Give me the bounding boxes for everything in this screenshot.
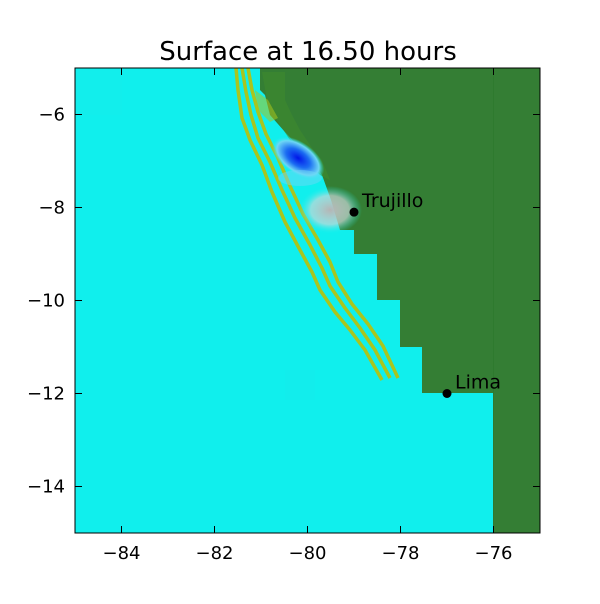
city-marker — [349, 207, 359, 217]
y-axis: −6 −8 −10 −12 −14 — [27, 105, 540, 498]
y-tick-label: −8 — [38, 198, 65, 219]
ocean-cell — [285, 370, 315, 400]
city-label: Lima — [455, 372, 501, 394]
y-tick-label: −14 — [27, 477, 65, 498]
wave-front-grey — [298, 186, 362, 234]
x-tick-label: −80 — [289, 543, 327, 564]
map-area — [75, 68, 540, 533]
contour-line — [234, 68, 384, 381]
city-markers: Trujillo Lima — [349, 190, 501, 398]
x-tick-label: −78 — [382, 543, 420, 564]
y-tick-label: −6 — [38, 105, 65, 126]
contour-line — [240, 68, 392, 379]
x-tick-label: −76 — [475, 543, 513, 564]
map-title: Surface at 16.50 hours — [159, 37, 457, 67]
wave-peak — [271, 136, 325, 180]
city-marker — [442, 389, 452, 398]
y-tick-label: −10 — [27, 291, 65, 312]
y-tick-label: −12 — [27, 384, 65, 405]
shelf-wash — [255, 90, 278, 122]
land-edge — [493, 68, 494, 533]
x-tick-label: −82 — [196, 543, 234, 564]
x-tick-label: −84 — [103, 543, 141, 564]
ocean-cell — [75, 68, 122, 115]
land-region — [260, 68, 540, 533]
wave-trail — [278, 170, 322, 186]
x-axis: −84 −82 −80 −78 −76 — [103, 68, 513, 564]
city-label: Trujillo — [361, 190, 423, 212]
